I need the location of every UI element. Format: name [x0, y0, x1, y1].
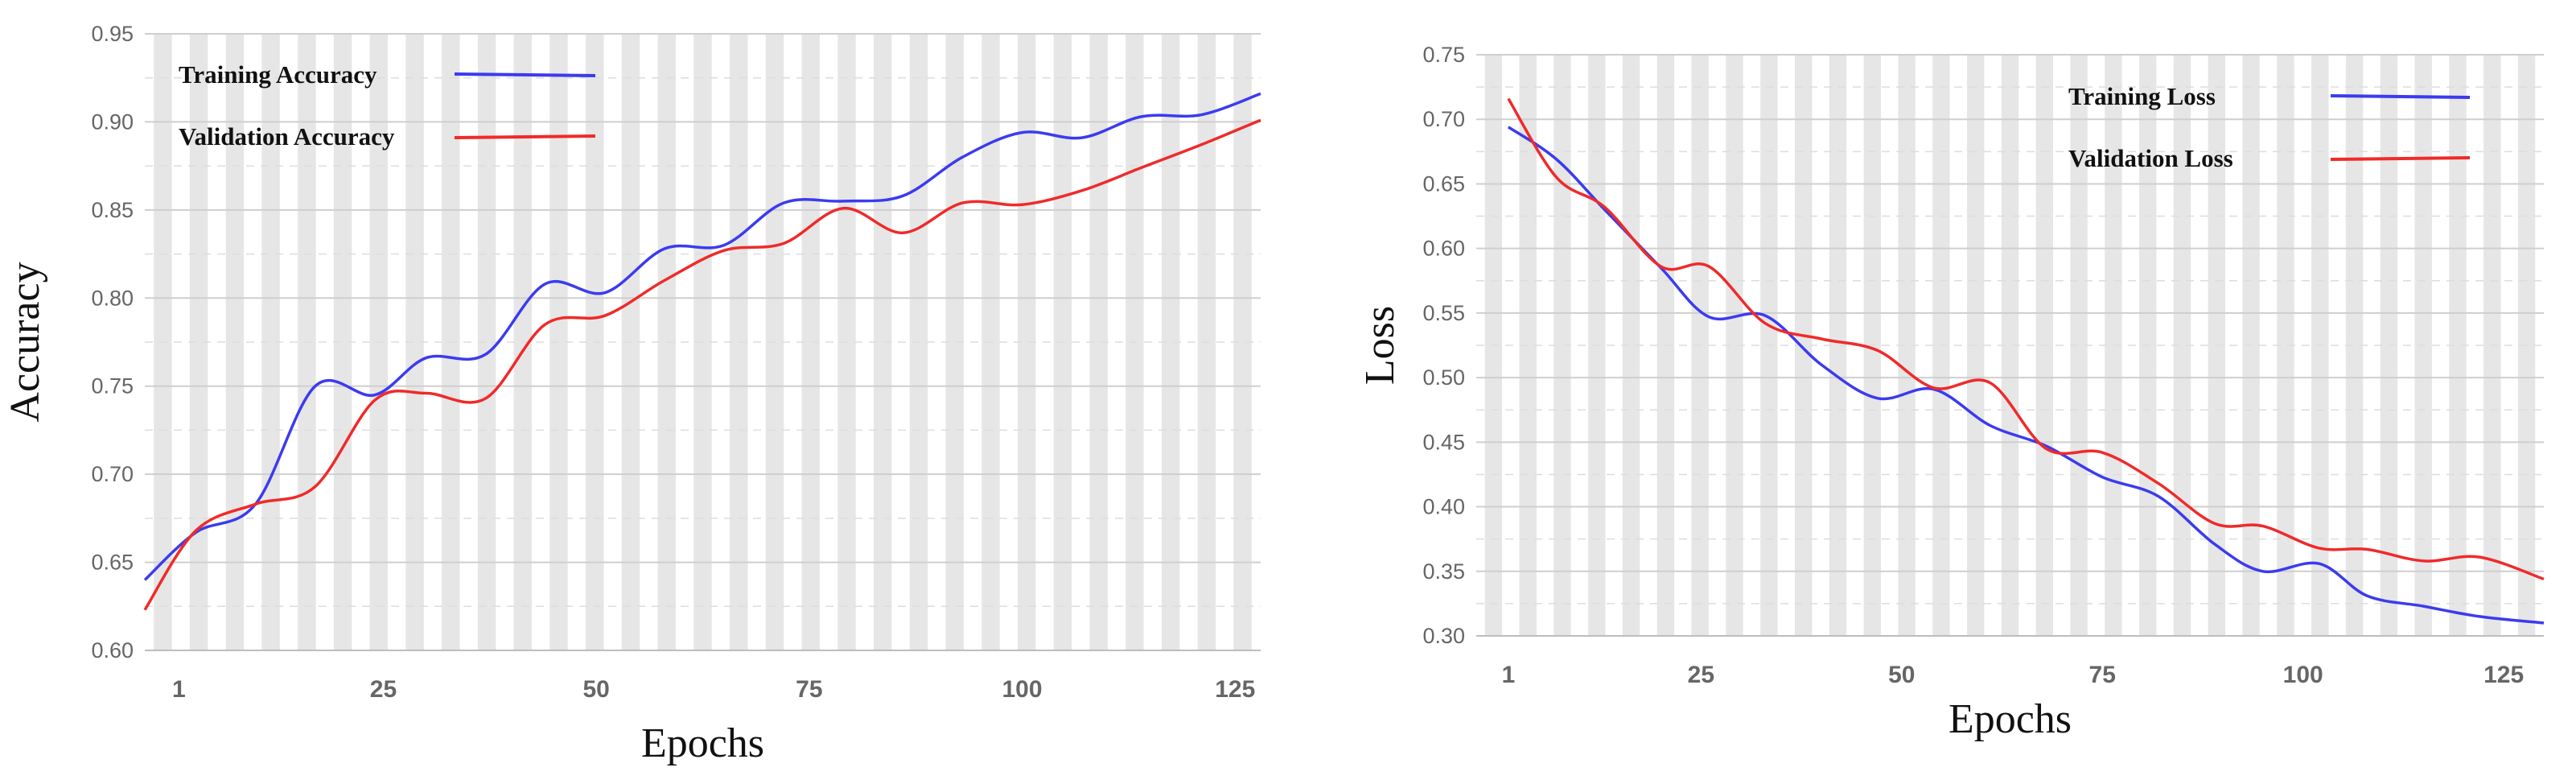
x-tick-label: 50: [582, 676, 609, 703]
x-tick-label: 100: [2283, 662, 2323, 688]
chart-panel-1: 0.600.650.700.750.800.850.900.951 25 50 75 1…: [2, 22, 1261, 766]
x-tick-label: 125: [2483, 662, 2524, 688]
x-tick-label: 25: [1688, 662, 1714, 688]
y-tick-label: 0.65: [91, 551, 134, 575]
background-stripe: [2105, 55, 2122, 636]
background-stripe: [261, 34, 280, 650]
background-stripe: [1089, 34, 1108, 650]
y-tick-label: 0.75: [91, 374, 134, 398]
y-tick-label: 0.70: [1422, 107, 1465, 131]
background-stripe: [2001, 55, 2019, 636]
background-stripe: [1829, 55, 1847, 636]
y-tick-label: 0.50: [1422, 365, 1465, 390]
background-stripe: [2345, 55, 2364, 636]
legend-label: Validation Accuracy: [179, 122, 395, 151]
y-tick-label: 0.95: [91, 22, 134, 46]
x-tick-label: 75: [2089, 662, 2116, 688]
background-stripe: [2277, 55, 2294, 636]
background-stripe: [1726, 55, 1743, 636]
background-stripe: [2070, 55, 2088, 636]
x-axis-title: Epochs: [641, 720, 764, 766]
background-stripe: [1519, 55, 1537, 636]
background-stripe: [189, 34, 208, 650]
y-tick-label: 0.70: [91, 462, 134, 486]
background-stripe: [801, 34, 820, 650]
legend-swatch: [454, 72, 596, 77]
legend-swatch: [2330, 156, 2471, 161]
chart-panel-2: 0.30 0.35 0.40 0.45 0.50 0.55 0.60 0.65 0.70 0.75…: [1357, 43, 2545, 742]
background-stripe: [874, 34, 892, 650]
y-tick-label: 0.75: [1422, 43, 1465, 67]
legend-swatch: [2330, 94, 2471, 99]
y-axis-title: Loss: [1357, 306, 1403, 385]
legend-label: Validation Loss: [2068, 144, 2233, 172]
legend-swatch: [454, 134, 596, 139]
legend-label: Training Loss: [2068, 82, 2216, 110]
y-tick-label: 0.55: [1422, 301, 1465, 325]
y-tick-label: 0.35: [1422, 559, 1465, 584]
x-tick-label: 25: [370, 676, 397, 703]
legend-label: Training Accuracy: [179, 60, 377, 89]
background-stripe: [333, 34, 352, 650]
background-stripe: [2173, 55, 2191, 636]
y-tick-label: 0.30: [1422, 624, 1465, 648]
background-stripe: [1898, 55, 1916, 636]
background-stripe: [2449, 55, 2467, 636]
y-tick-label: 0.80: [91, 286, 134, 310]
series-line-training-accuracy: [143, 92, 1261, 581]
y-tick-label: 0.60: [91, 638, 134, 662]
background-stripe: [1795, 55, 1813, 636]
background-stripe: [1162, 34, 1180, 650]
background-stripe: [945, 34, 964, 650]
y-tick-label: 0.90: [91, 109, 134, 134]
x-tick-label: 1: [1502, 662, 1516, 688]
y-axis-title: Accuracy: [2, 262, 48, 422]
y-tick-label: 0.60: [1422, 237, 1465, 261]
y-tick-label: 0.40: [1422, 495, 1465, 519]
series-line-validation-loss: [1507, 97, 2545, 581]
y-tick-label: 0.85: [91, 198, 134, 222]
background-stripe: [1622, 55, 1640, 636]
y-tick-label: 0.45: [1422, 430, 1465, 454]
background-stripe: [477, 34, 496, 650]
x-tick-label: 75: [796, 676, 822, 703]
background-stripe: [405, 34, 424, 650]
x-tick-label: 125: [1215, 676, 1255, 703]
background-stripe: [1018, 34, 1036, 650]
x-tick-label: 1: [172, 676, 186, 703]
background-stripe: [1233, 34, 1252, 650]
series-line-validation-accuracy: [143, 118, 1261, 611]
x-tick-label: 50: [1888, 662, 1915, 688]
x-axis-title: Epochs: [1948, 696, 2072, 742]
background-stripe: [549, 34, 568, 650]
x-tick-label: 100: [1002, 676, 1043, 703]
y-tick-label: 0.65: [1422, 171, 1465, 196]
background-stripe: [1553, 55, 1571, 636]
